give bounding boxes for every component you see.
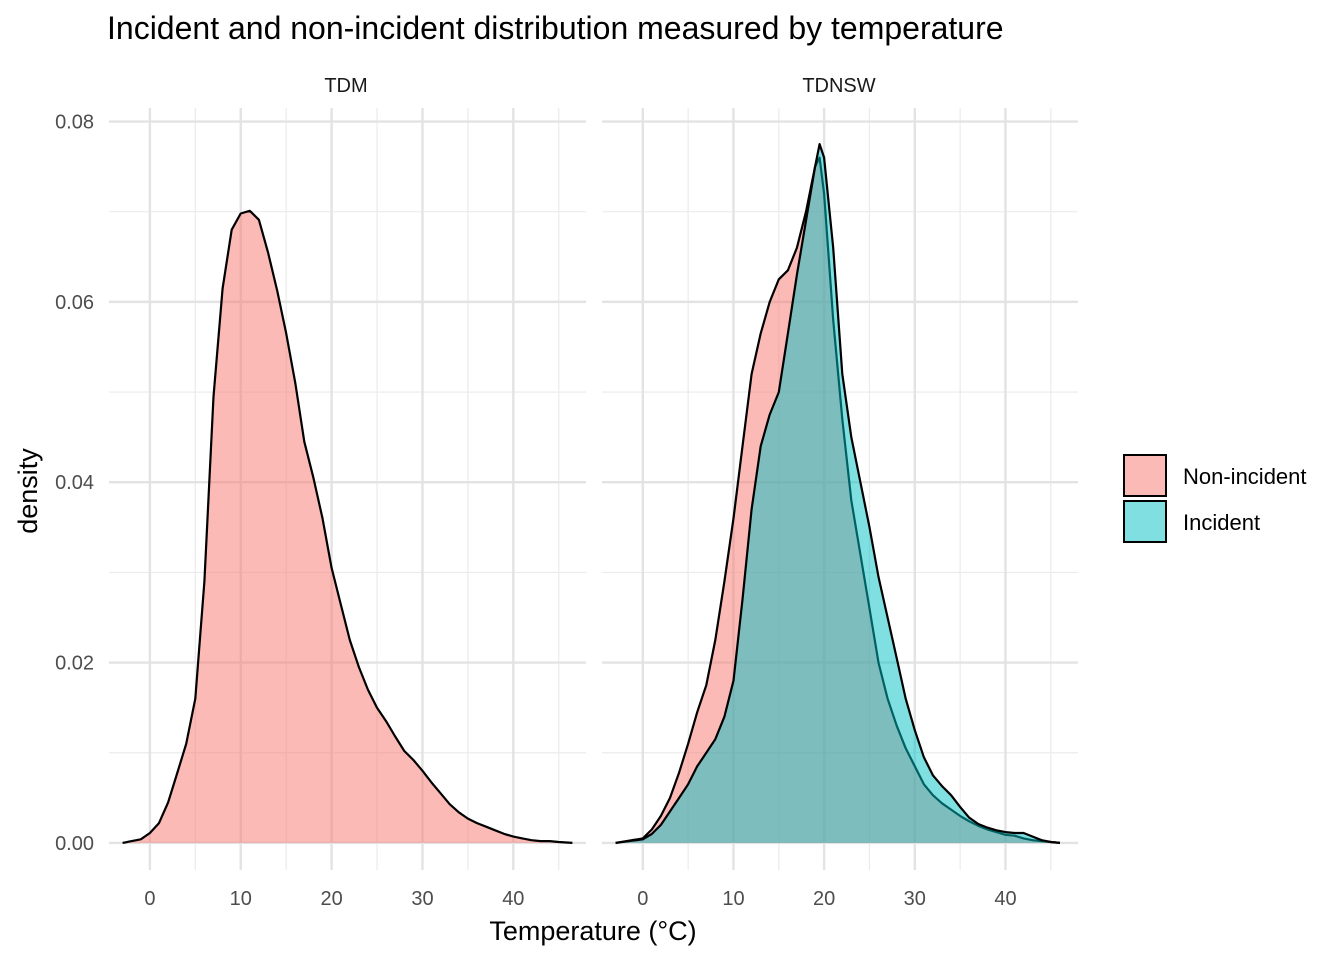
x-tick-label: 30 (411, 888, 433, 910)
y-tick-label: 0.00 (55, 833, 94, 855)
y-tick-label: 0.08 (55, 112, 94, 134)
y-tick-label: 0.02 (55, 653, 94, 675)
legend-key-non-incident (1123, 454, 1167, 497)
density-series (122, 143, 1061, 844)
x-tick-label: 20 (813, 888, 835, 910)
x-tick-label: 20 (320, 888, 342, 910)
legend-key-incident (1123, 500, 1167, 543)
y-tick-label: 0.06 (55, 292, 94, 314)
chart-title: Incident and non-incident distribution m… (107, 10, 1004, 46)
density-area-incident (615, 144, 1060, 843)
x-tick-label: 40 (502, 888, 524, 910)
density-line-incident (615, 143, 1061, 844)
legend: Non-incident Incident (1123, 454, 1307, 543)
x-axis-title: Temperature (°C) (489, 916, 696, 946)
y-axis-title: density (13, 448, 43, 534)
legend-label-non-incident: Non-incident (1183, 464, 1307, 489)
legend-label-incident: Incident (1183, 510, 1260, 535)
x-tick-label: 0 (637, 888, 648, 910)
panel-strip-label-tdnsw: TDNSW (802, 75, 875, 97)
x-tick-label: 40 (994, 888, 1016, 910)
x-tick-label: 30 (904, 888, 926, 910)
y-tick-label: 0.04 (55, 472, 94, 494)
x-tick-label: 10 (230, 888, 252, 910)
density-line-non-incident (122, 209, 573, 844)
density-area-non-incident (122, 210, 573, 843)
panel-strip-label-tdm: TDM (324, 75, 367, 97)
x-tick-label: 10 (722, 888, 744, 910)
axes: 0 10 20 30 40 0 10 20 30 40 0.00 0.02 0.04 0.06 0.08 (55, 112, 1017, 910)
x-tick-label: 0 (144, 888, 155, 910)
